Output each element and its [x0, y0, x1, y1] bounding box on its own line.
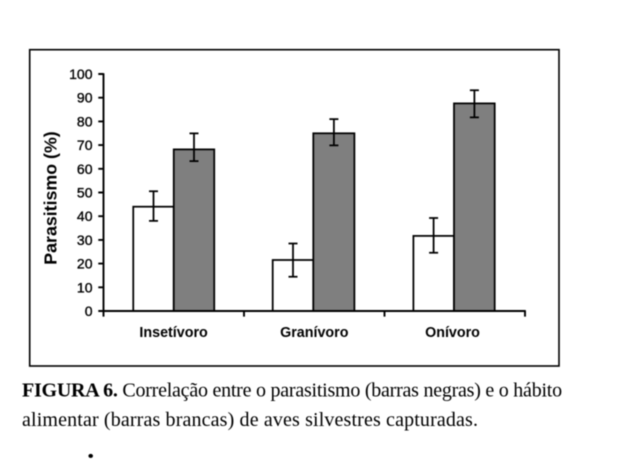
- svg-text:Granívoro: Granívoro: [280, 325, 349, 341]
- svg-text:70: 70: [77, 137, 93, 153]
- svg-text:FIGURA 6. Correlação entre o p: FIGURA 6. Correlação entre o parasitismo…: [22, 380, 562, 402]
- svg-text:40: 40: [77, 208, 93, 224]
- svg-text:30: 30: [77, 232, 93, 248]
- svg-text:10: 10: [77, 279, 93, 295]
- svg-text:0: 0: [85, 303, 93, 319]
- svg-text:Onívoro: Onívoro: [425, 325, 480, 341]
- svg-text:20: 20: [77, 256, 93, 272]
- svg-text:Insetívoro: Insetívoro: [139, 325, 208, 341]
- svg-text:Parasitismo (%): Parasitismo (%): [41, 131, 61, 264]
- svg-text:60: 60: [77, 161, 93, 177]
- svg-text:90: 90: [77, 90, 93, 106]
- svg-text:50: 50: [77, 185, 93, 201]
- svg-text:alimentar (barras brancas) de: alimentar (barras brancas) de aves silve…: [22, 409, 478, 431]
- svg-text:100: 100: [69, 66, 93, 82]
- svg-text:80: 80: [77, 113, 93, 129]
